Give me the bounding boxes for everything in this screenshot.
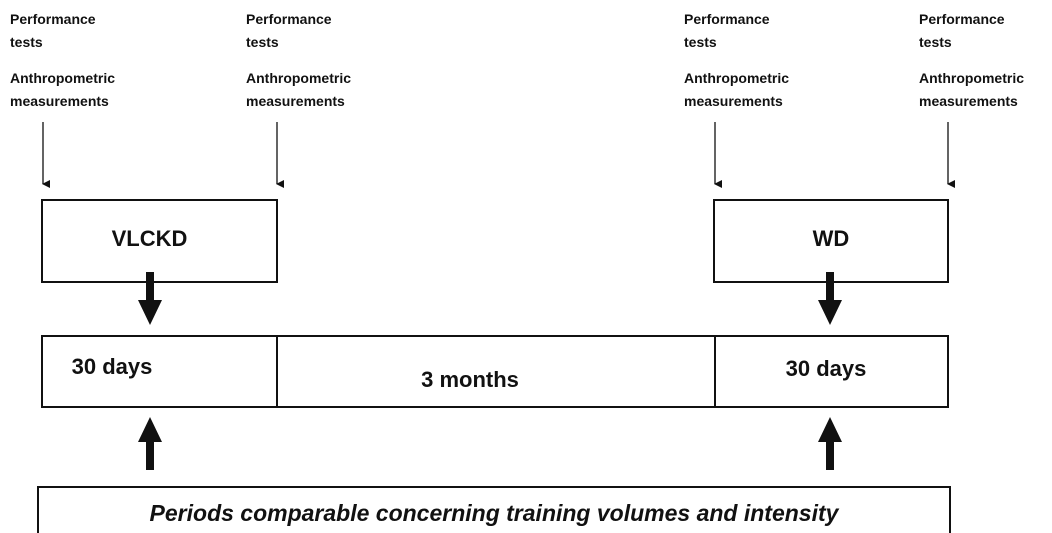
annotation-text: Performance tests	[10, 11, 96, 50]
annotation-text: Anthropometric measurements	[684, 70, 789, 109]
annotation-text: Anthropometric measurements	[10, 70, 115, 109]
thick-arrow-up	[138, 417, 162, 470]
timeline-label: 3 months	[421, 367, 519, 392]
thin-arrows	[42, 122, 955, 188]
timeline-box	[41, 335, 949, 408]
timeline-label: 30 days	[785, 356, 867, 381]
annotation: Performance tests Anthropometric measure…	[246, 8, 366, 113]
thick-arrow-down	[138, 272, 162, 325]
annotation: Performance tests Anthropometric measure…	[10, 8, 130, 113]
diet-label: WD	[812, 226, 850, 251]
annotation-text: Anthropometric measurements	[919, 70, 1024, 109]
annotation: Performance tests Anthropometric measure…	[684, 8, 804, 113]
footer-text: Periods comparable concerning training v…	[149, 500, 839, 526]
annotation-text: Performance tests	[919, 11, 1005, 50]
footer-box	[37, 486, 951, 533]
diet-box	[41, 199, 278, 283]
annotation-text: Performance tests	[246, 11, 332, 50]
diet-label: VLCKD	[111, 226, 188, 251]
annotation: Performance tests Anthropometric measure…	[919, 8, 1039, 113]
annotation-text: Anthropometric measurements	[246, 70, 351, 109]
annotation-text: Performance tests	[684, 11, 770, 50]
thick-arrow-up	[818, 417, 842, 470]
thick-arrow-down	[818, 272, 842, 325]
timeline-label: 30 days	[71, 354, 153, 379]
